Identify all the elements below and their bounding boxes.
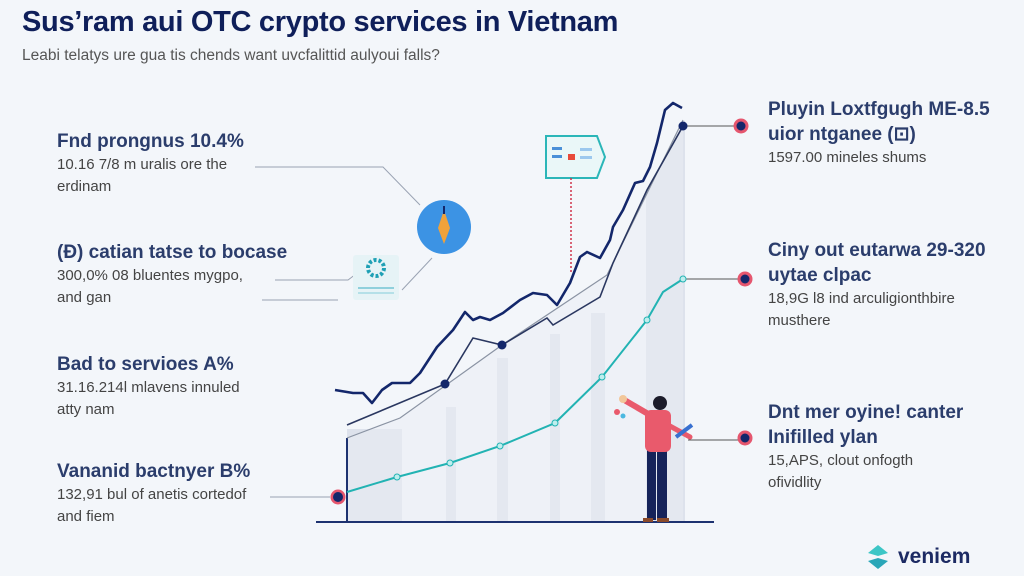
stat-body: 31.16.214l mlavens innuled atty nam (57, 379, 240, 418)
connector-line (401, 257, 433, 291)
stat-block-left-1: Fnd prongnus 10.4% 10.16 7/8 m uralis or… (57, 129, 244, 198)
stat-heading: Ciny out eutarwa 29-320 uytae clpac (768, 240, 986, 286)
stat-body: 18,9G l8 ind arculigionthbire musthere (768, 290, 955, 329)
stat-block-left-4: Vananid bactnyer B% 132,91 bul of anetis… (57, 459, 250, 528)
brand-logo: veniem (866, 544, 970, 570)
stat-heading: Pluyin Loxtfgugh ME-8.5 uior ntganee (⊡) (768, 99, 990, 145)
stat-block-right-1: Pluyin Loxtfgugh ME-8.5 uior ntganee (⊡)… (768, 97, 990, 169)
secondary-dark-line (346, 125, 684, 426)
stat-block-left-2: (Đ) catian tatse to bocase 300,0% 08 blu… (57, 240, 287, 309)
stat-heading: Dnt mer oyine! canter Inifilled ylan (768, 402, 964, 448)
rocket-badge-icon (417, 200, 471, 254)
teal-leaf-logo-icon (868, 545, 888, 569)
document-card-icon (545, 135, 607, 272)
stat-heading: Bad to servioes A% (57, 354, 234, 375)
brand-name: veniem (898, 545, 971, 568)
stat-body: 300,0% 08 bluentes mygpo, and gan (57, 267, 243, 306)
page-title: Sus’ram aui OTC crypto services in Vietn… (22, 6, 619, 38)
connector-line (255, 166, 421, 206)
gear-card-icon (353, 255, 399, 300)
person-illustration (614, 395, 694, 522)
stat-body: 132,91 bul of anetis cortedof and fiem (57, 486, 247, 525)
stat-body: 1597.00 mineles shums (768, 149, 927, 166)
stat-heading: (Đ) catian tatse to bocase (57, 242, 288, 263)
teal-markers (393, 275, 687, 481)
stat-body: 15,APS, clout onfogth ofividlity (768, 452, 914, 491)
stat-heading: Vananid bactnyer B% (57, 461, 251, 482)
area-fill (347, 120, 683, 522)
stat-block-right-2: Ciny out eutarwa 29-320 uytae clpac 18,9… (768, 238, 986, 332)
pink-markers (330, 118, 753, 505)
data-dots (440, 121, 688, 389)
page-subtitle: Leabi telatys ure gua tis chends want uv… (22, 47, 440, 64)
stat-body: 10.16 7/8 m uralis ore the erdinam (57, 156, 228, 195)
stat-block-left-3: Bad to servioes A% 31.16.214l mlavens in… (57, 352, 240, 421)
primary-dark-line (334, 101, 683, 405)
stat-heading: Fnd prongnus 10.4% (57, 131, 244, 152)
stat-block-right-3: Dnt mer oyine! canter Inifilled ylan 15,… (768, 400, 963, 494)
